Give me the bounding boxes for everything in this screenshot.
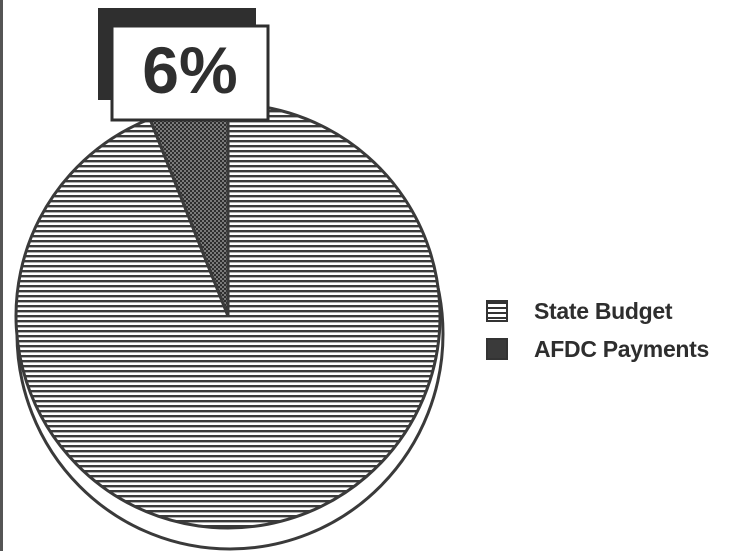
legend-item-afdc-payments: AFDC Payments bbox=[486, 330, 709, 368]
pie-slices bbox=[14, 102, 442, 530]
legend-label-state-budget: State Budget bbox=[534, 297, 673, 324]
legend-label-afdc-payments: AFDC Payments bbox=[534, 335, 710, 362]
legend-swatch-state-budget bbox=[486, 300, 508, 322]
slice-annotation-label: 6% bbox=[142, 33, 237, 107]
legend: State Budget AFDC Payments bbox=[486, 292, 709, 368]
scan-border bbox=[0, 0, 3, 551]
callout-box bbox=[110, 24, 270, 122]
legend-item-state-budget: State Budget bbox=[486, 292, 709, 330]
legend-swatch-afdc-payments bbox=[486, 338, 508, 360]
